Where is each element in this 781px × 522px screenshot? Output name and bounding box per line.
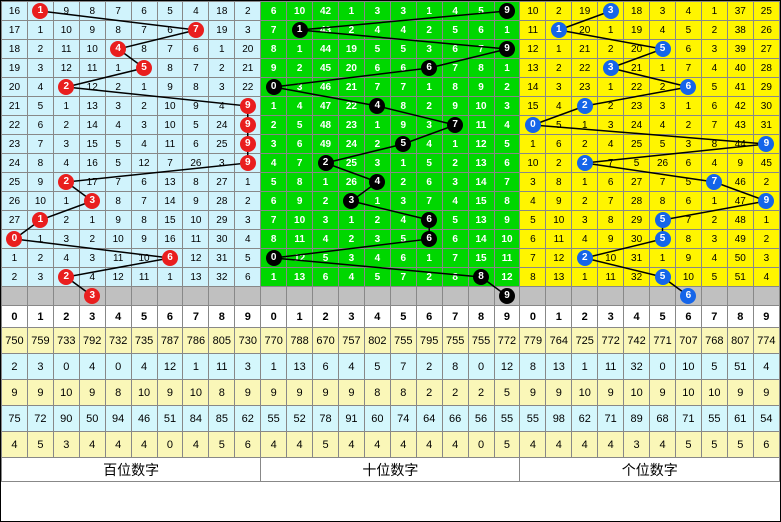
- tens-ball: 1: [292, 22, 308, 38]
- data-row: 1243111061231501253461715117122103119450…: [2, 249, 780, 268]
- hundreds-ball: 9: [240, 117, 256, 133]
- digit-header: 012345678901234567890123456789: [2, 306, 780, 328]
- units-ball: 5: [655, 212, 671, 228]
- tens-ball: 4: [369, 174, 385, 190]
- data-row: 25921776138271581264263147381627757462: [2, 173, 780, 192]
- tens-ball: 7: [447, 117, 463, 133]
- units-ball: 2: [577, 98, 593, 114]
- label-row: 百位数字十位数字个位数字: [2, 458, 780, 482]
- panel-label: 百位数字: [2, 458, 261, 482]
- data-row: 248416512726394722531521361022752664945: [2, 154, 780, 173]
- tens-ball: 0: [266, 250, 282, 266]
- tens-ball: 9: [499, 288, 515, 304]
- hundreds-ball: 0: [6, 231, 22, 247]
- units-ball: 0: [525, 117, 541, 133]
- units-ball: 5: [655, 231, 671, 247]
- units-ball: 3: [603, 60, 619, 76]
- hundreds-ball: 7: [188, 22, 204, 38]
- hundreds-ball: 2: [58, 79, 74, 95]
- stat-row: 9910981091089999988222599109109101099: [2, 380, 780, 406]
- data-row: 2042122198322034621771892143231222654129: [2, 78, 780, 97]
- stat-row: 7507597337927327357877868057307707886707…: [2, 328, 780, 354]
- data-row: 271219815102937103124651395103829572481: [2, 211, 780, 230]
- panel-label: 个位数字: [520, 458, 780, 482]
- hundreds-ball: 9: [240, 136, 256, 152]
- units-ball: 2: [577, 250, 593, 266]
- units-ball: 7: [706, 174, 722, 190]
- tens-ball: 8: [473, 269, 489, 285]
- data-row: 161987654182610421331459102193183413725: [2, 2, 780, 21]
- tens-ball: 9: [499, 3, 515, 19]
- tens-ball: 5: [395, 136, 411, 152]
- units-ball: 5: [655, 41, 671, 57]
- panel-label: 十位数字: [261, 458, 520, 482]
- data-row: 0132109161130481142356614106114930583492: [2, 230, 780, 249]
- hundreds-ball: 9: [240, 98, 256, 114]
- data-row: 2610138714928269231374158492728861479: [2, 192, 780, 211]
- tens-ball: 9: [499, 41, 515, 57]
- stat-row: 7572905094465184856255527891607464665655…: [2, 406, 780, 432]
- hundreds-ball: 9: [240, 155, 256, 171]
- units-ball: 9: [758, 193, 774, 209]
- hundreds-ball: 5: [136, 60, 152, 76]
- data-row: 2151133210949144722482910315422233164230: [2, 97, 780, 116]
- data-row: 2324121111332611364572881281311132510551…: [2, 268, 780, 287]
- units-ball: 5: [655, 269, 671, 285]
- hundreds-ball: 2: [58, 174, 74, 190]
- data-row: 171109876719371432442561111201194523826: [2, 21, 780, 40]
- gray-row: 3 9 6: [2, 287, 780, 306]
- data-row: 2262144310524925482319371140513244274331: [2, 116, 780, 135]
- tens-ball: 6: [421, 212, 437, 228]
- units-ball: 6: [680, 288, 696, 304]
- hundreds-ball: 3: [84, 288, 100, 304]
- hundreds-ball: 3: [84, 193, 100, 209]
- hundreds-ball: 6: [162, 250, 178, 266]
- tens-ball: 2: [318, 155, 334, 171]
- units-ball: 1: [551, 22, 567, 38]
- hundreds-ball: 4: [110, 41, 126, 57]
- hundreds-ball: 1: [32, 212, 48, 228]
- data-row: 237315541162593649242541125162425538449: [2, 135, 780, 154]
- tens-ball: 3: [343, 193, 359, 209]
- stat-row: 453444045644544444054444345556: [2, 432, 780, 458]
- tens-ball: 6: [421, 60, 437, 76]
- tens-ball: 6: [421, 231, 437, 247]
- data-row: 1931211158722192452066678113222321174402…: [2, 59, 780, 78]
- units-ball: 2: [577, 155, 593, 171]
- data-row: 1821110487612081441955367912121220563392…: [2, 40, 780, 59]
- hundreds-ball: 1: [32, 3, 48, 19]
- tens-ball: 4: [369, 98, 385, 114]
- lottery-table: 1619876541826104213314591021931834137251…: [1, 1, 780, 482]
- tens-ball: 0: [266, 79, 282, 95]
- units-ball: 9: [758, 136, 774, 152]
- units-ball: 3: [603, 3, 619, 19]
- stat-row: 230404121113113645728012813111320105514: [2, 354, 780, 380]
- units-ball: 6: [680, 79, 696, 95]
- hundreds-ball: 2: [58, 269, 74, 285]
